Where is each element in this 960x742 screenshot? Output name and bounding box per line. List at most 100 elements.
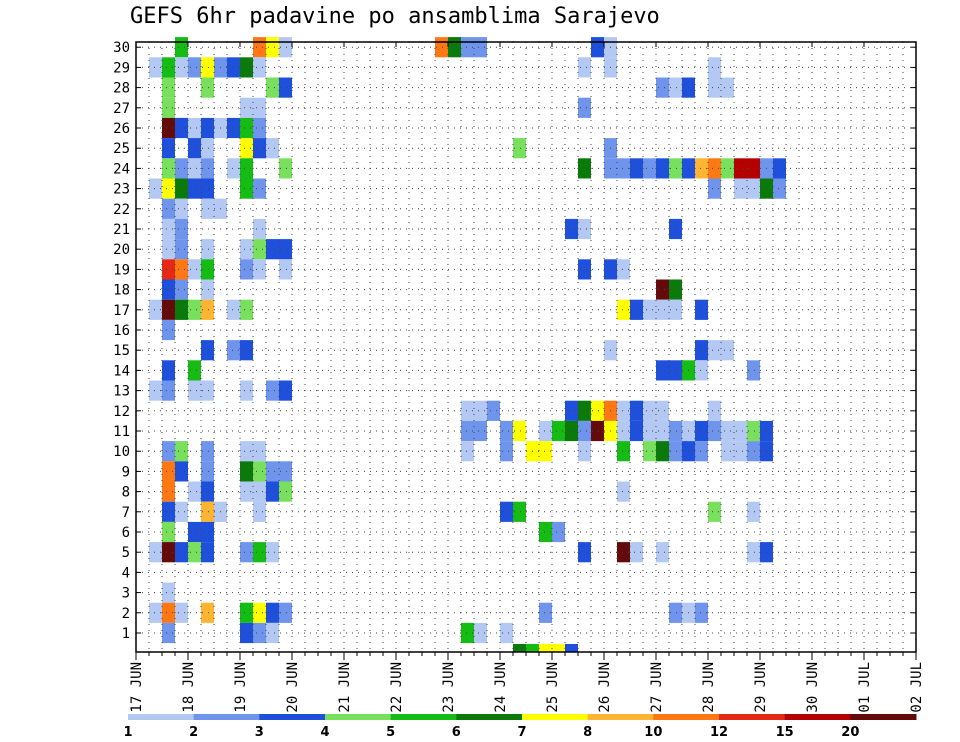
- heatmap-cell: [162, 441, 175, 462]
- heatmap-cell: [617, 441, 630, 462]
- heatmap-cell: [240, 239, 253, 260]
- heatmap-cell: [617, 481, 630, 502]
- heatmap-cell: [643, 400, 656, 421]
- heatmap-cell: [162, 602, 175, 623]
- heatmap-cell: [279, 380, 292, 401]
- heatmap-cell: [188, 178, 201, 199]
- heatmap-cell: [708, 77, 721, 98]
- heatmap-cell: [162, 542, 175, 563]
- heatmap-cell: [201, 239, 214, 260]
- x-tick-label: 21 JUN: [337, 662, 353, 713]
- heatmap-cell: [201, 57, 214, 78]
- x-tick-label: 24 JUN: [493, 662, 509, 713]
- heatmap-cell: [656, 420, 669, 442]
- y-tick-label: 24: [113, 161, 130, 177]
- y-tick-label: 29: [113, 60, 130, 76]
- heatmap-cell: [630, 400, 643, 421]
- y-tick-label: 12: [113, 404, 130, 420]
- y-tick-label: 15: [113, 343, 130, 359]
- heatmap-cell: [656, 400, 669, 421]
- heatmap-cell: [162, 77, 175, 98]
- heatmap-cell: [240, 481, 253, 502]
- y-tick-label: 23: [113, 182, 130, 198]
- heatmap-cell: [500, 420, 513, 442]
- heatmap-cell: [162, 461, 175, 482]
- heatmap-cell: [721, 441, 734, 462]
- heatmap-cell: [279, 461, 292, 482]
- heatmap-cell: [708, 158, 721, 179]
- heatmap-cell: [513, 501, 526, 522]
- heatmap-cell: [552, 420, 565, 442]
- heatmap-cell: [669, 77, 682, 98]
- x-tick-label: 18 JUN: [181, 662, 197, 713]
- y-tick-label: 14: [113, 363, 130, 379]
- heatmap-cell: [539, 420, 552, 442]
- heatmap-cell: [630, 158, 643, 179]
- heatmap-cell: [500, 441, 513, 462]
- heatmap-cell: [552, 644, 565, 652]
- heatmap-cell: [747, 441, 760, 462]
- heatmap-cell: [279, 158, 292, 179]
- heatmap-cell: [162, 198, 175, 219]
- heatmap-cell: [162, 218, 175, 240]
- heatmap-cell: [201, 380, 214, 401]
- heatmap-cell: [279, 602, 292, 623]
- heatmap-cell: [253, 602, 266, 623]
- heatmap-cell: [539, 644, 552, 652]
- heatmap-cell: [162, 521, 175, 543]
- heatmap-cell: [175, 158, 188, 179]
- x-tick-label: 02 JUL: [909, 662, 925, 713]
- heatmap-cell: [695, 602, 708, 623]
- heatmap-cell: [643, 158, 656, 179]
- x-tick-label: 29 JUN: [753, 662, 769, 713]
- heatmap-cell: [695, 340, 708, 361]
- x-tick-label: 27 JUN: [649, 662, 665, 713]
- y-tick-label: 3: [122, 586, 130, 602]
- heatmap-cell: [188, 542, 201, 563]
- heatmap-cell: [240, 602, 253, 623]
- heatmap-cell: [669, 360, 682, 381]
- heatmap-cell: [253, 117, 266, 139]
- y-tick-label: 5: [122, 545, 130, 561]
- heatmap-cell: [656, 279, 669, 300]
- colorbar-segment: [587, 714, 654, 720]
- heatmap-cell: [617, 542, 630, 563]
- heatmap-cell: [747, 178, 760, 199]
- heatmap-cell: [201, 542, 214, 563]
- y-tick-label: 16: [113, 323, 130, 339]
- heatmap-cell: [266, 239, 279, 260]
- heatmap-cell: [188, 57, 201, 78]
- heatmap-cell: [175, 542, 188, 563]
- x-tick-label: 01 JUL: [857, 662, 873, 713]
- heatmap-cell: [266, 542, 279, 563]
- heatmap-cell: [227, 117, 240, 139]
- heatmap-cell: [175, 259, 188, 280]
- x-tick-label: 23 JUN: [441, 662, 457, 713]
- heatmap-cell: [721, 420, 734, 442]
- heatmap-cell: [162, 582, 175, 603]
- heatmap-cell: [617, 299, 630, 320]
- heatmap-cell: [487, 400, 500, 421]
- heatmap-cell: [253, 239, 266, 260]
- heatmap-cell: [617, 400, 630, 421]
- colorbar-label: 12: [710, 725, 728, 740]
- heatmap-cell: [162, 380, 175, 401]
- x-tick-label: 17 JUN: [129, 662, 145, 713]
- x-tick-label: 25 JUN: [545, 662, 561, 713]
- colorbar-label: 4: [320, 725, 329, 740]
- heatmap-cell: [656, 77, 669, 98]
- heatmap-cell: [565, 644, 578, 652]
- heatmap-cell: [188, 117, 201, 139]
- heatmap-cell: [721, 77, 734, 98]
- heatmap-cell: [617, 158, 630, 179]
- heatmap-cell: [175, 37, 188, 58]
- y-tick-label: 27: [113, 101, 130, 117]
- heatmap-cell: [617, 420, 630, 442]
- chart-title: GEFS 6hr padavine po ansamblima Sarajevo: [130, 4, 660, 29]
- heatmap-cell: [734, 441, 747, 462]
- heatmap-cell: [747, 158, 760, 179]
- heatmap-cell: [162, 501, 175, 522]
- heatmap-cell: [201, 138, 214, 159]
- heatmap-cell: [201, 340, 214, 361]
- heatmap-cell: [539, 602, 552, 623]
